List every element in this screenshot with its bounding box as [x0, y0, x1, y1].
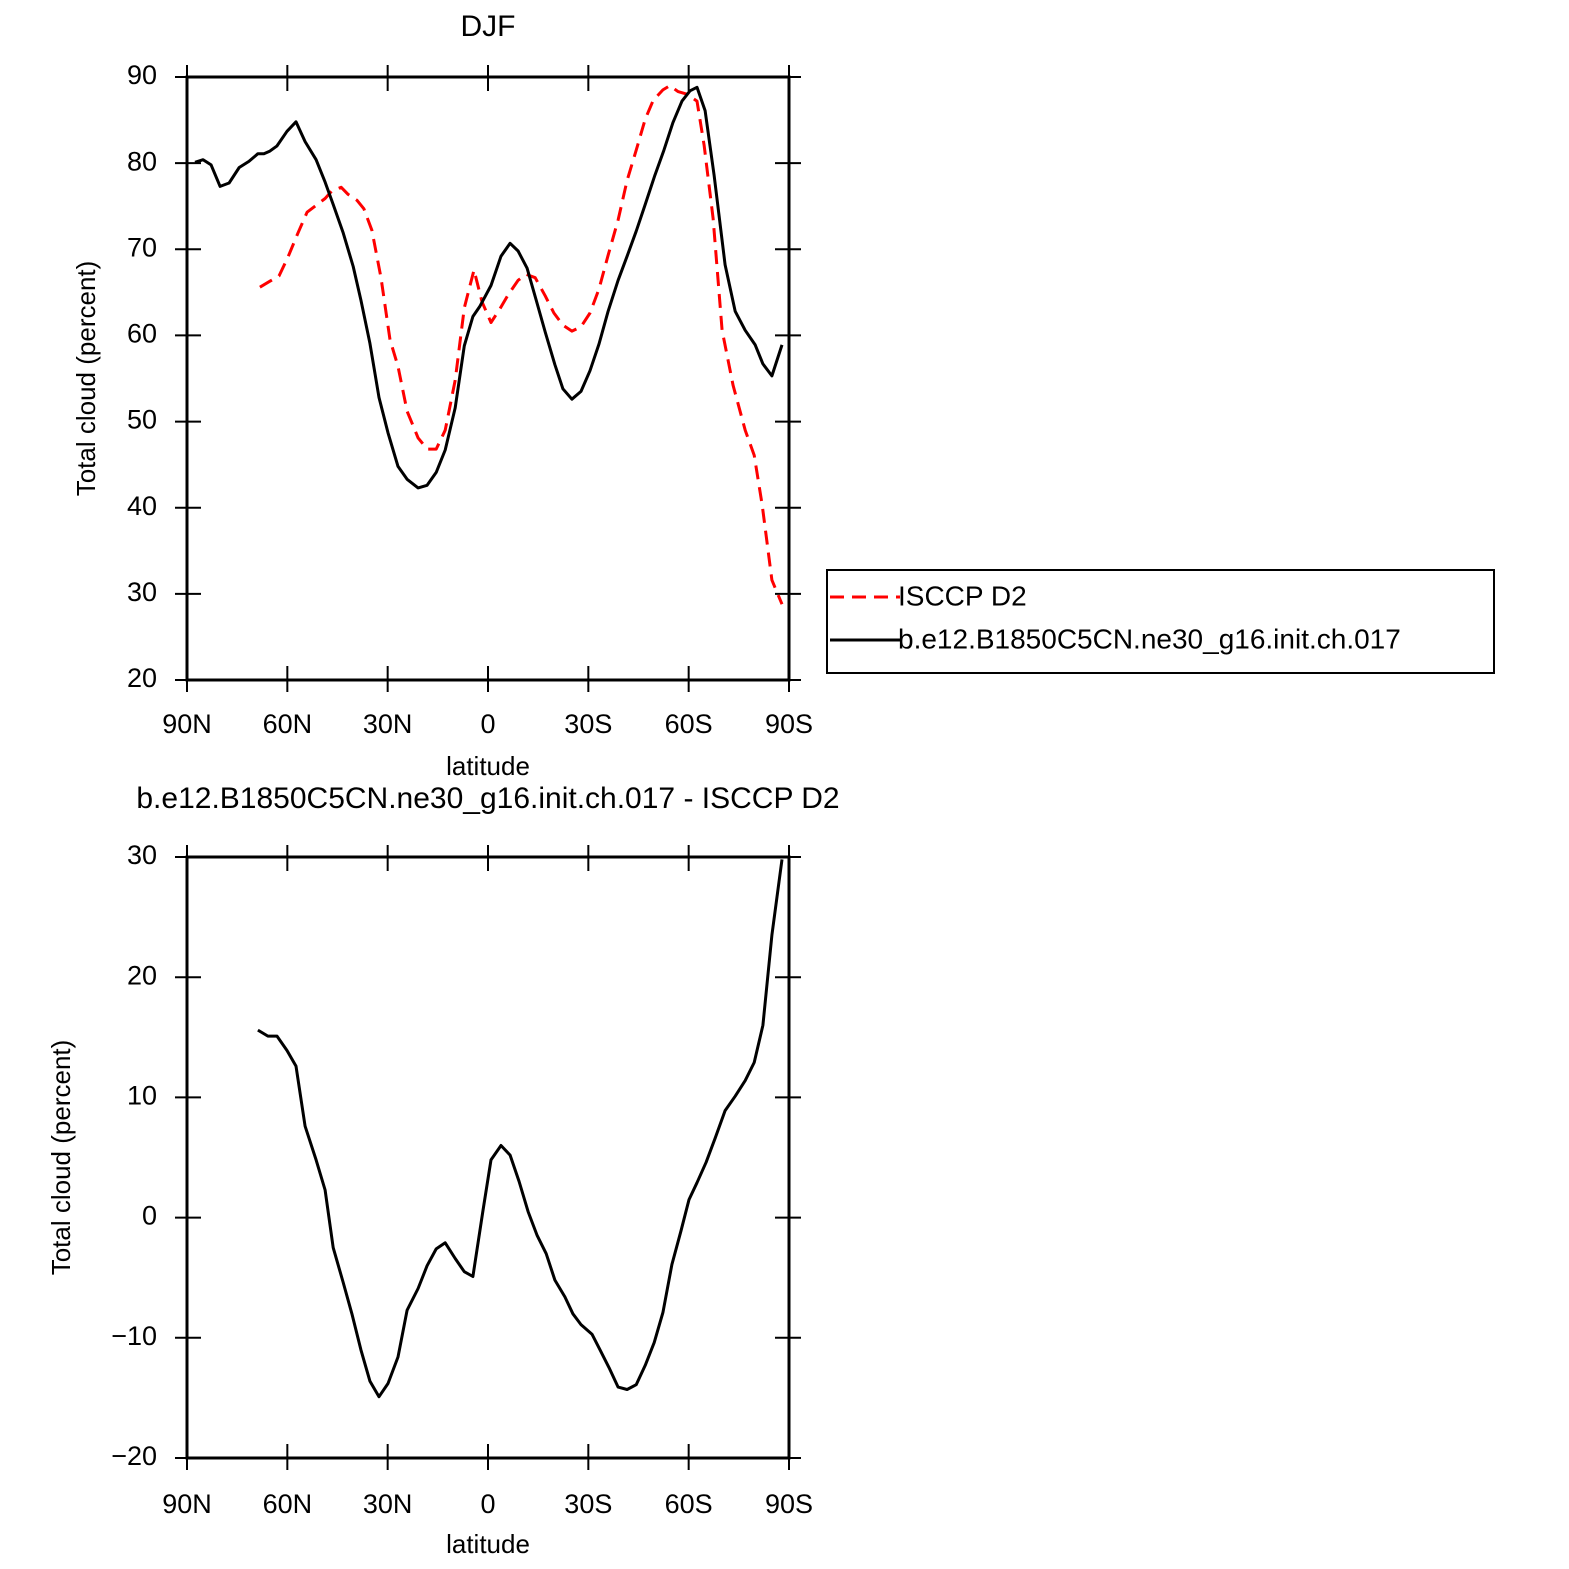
y-tick-label: 40 [127, 491, 157, 521]
data-line [194, 85, 784, 490]
plot-frame [185, 75, 791, 682]
x-tick-label: 30S [564, 1489, 612, 1519]
y-tick-label: 30 [127, 840, 157, 870]
y-tick-label: −20 [111, 1441, 157, 1471]
x-axis-label: latitude [446, 1529, 530, 1559]
chart-panel: DJF latitude Total cloud (percent) 90N 60N 30… [71, 10, 1495, 781]
chart-title: b.e12.B1850C5CN.ne30_g16.init.ch.017 - I… [136, 782, 839, 815]
y-tick-label: 30 [127, 577, 157, 607]
x-tick-label: 60S [665, 709, 713, 739]
y-tick-label: 60 [127, 319, 157, 349]
x-tick-label: 90N [162, 1489, 212, 1519]
x-axis-label: latitude [446, 751, 530, 781]
x-tick-label: 30N [363, 709, 413, 739]
x-tick-label: 0 [480, 1489, 495, 1519]
y-tick-label: 0 [142, 1201, 157, 1231]
y-tick-label: −10 [111, 1321, 157, 1351]
plot-frame [185, 855, 791, 1460]
x-tick-label: 60N [263, 1489, 313, 1519]
x-tick-label: 0 [480, 709, 495, 739]
data-line [257, 859, 784, 1399]
y-axis-label: Total cloud (percent) [46, 1040, 76, 1276]
y-axis-label: Total cloud (percent) [71, 261, 101, 497]
chart-panel: b.e12.B1850C5CN.ne30_g16.init.ch.017 - I… [46, 782, 840, 1559]
legend-label: b.e12.B1850C5CN.ne30_g16.init.ch.017 [898, 623, 1401, 654]
x-tick-label: 60N [263, 709, 313, 739]
x-tick-label: 90S [765, 1489, 813, 1519]
y-tick-label: 80 [127, 146, 157, 176]
y-tick-label: 70 [127, 232, 157, 262]
y-tick-label: 90 [127, 60, 157, 90]
y-tick-label: 50 [127, 405, 157, 435]
legend-box [826, 569, 1495, 674]
chart-title: DJF [461, 10, 516, 43]
y-tick-label: 20 [127, 663, 157, 693]
x-tick-label: 30S [564, 709, 612, 739]
legend-label: ISCCP D2 [898, 580, 1027, 611]
x-tick-label: 60S [665, 1489, 713, 1519]
x-tick-label: 90N [162, 709, 212, 739]
data-line [259, 84, 784, 605]
y-tick-label: 10 [127, 1081, 157, 1111]
y-tick-label: 20 [127, 960, 157, 990]
x-tick-label: 30N [363, 1489, 413, 1519]
x-tick-label: 90S [765, 709, 813, 739]
